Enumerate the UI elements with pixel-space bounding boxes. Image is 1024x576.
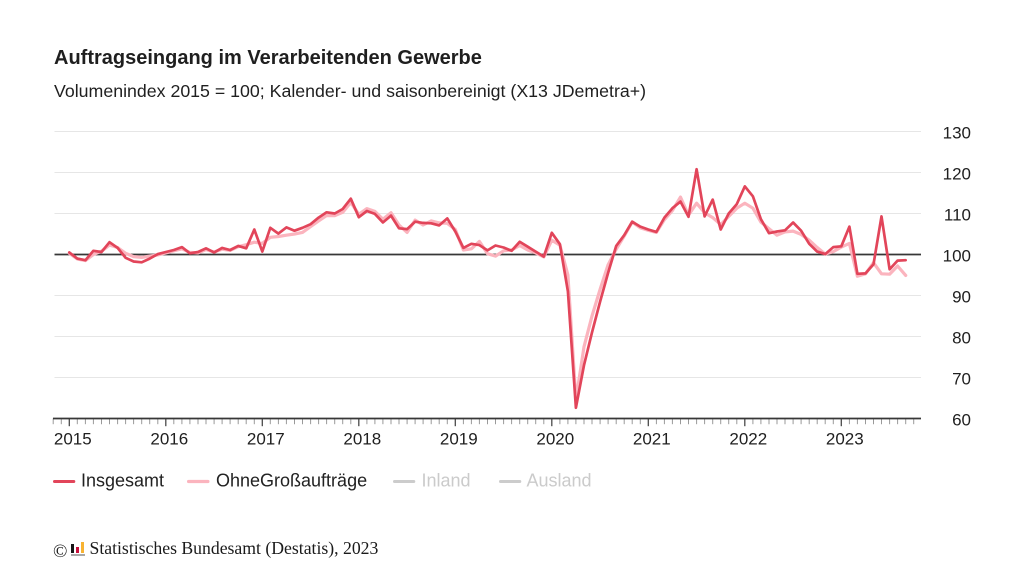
svg-text:2018: 2018: [343, 430, 381, 449]
svg-text:OhneGroßaufträge: OhneGroßaufträge: [216, 470, 367, 490]
svg-text:2022: 2022: [729, 430, 767, 449]
svg-text:2019: 2019: [440, 430, 478, 449]
svg-text:60: 60: [952, 411, 971, 430]
svg-text:90: 90: [952, 288, 971, 307]
svg-text:2015: 2015: [54, 430, 92, 449]
svg-text:2023: 2023: [826, 430, 864, 449]
svg-text:Ausland: Ausland: [527, 470, 592, 490]
svg-text:2016: 2016: [150, 430, 188, 449]
svg-text:120: 120: [943, 165, 971, 184]
svg-text:2017: 2017: [247, 430, 285, 449]
svg-text:Inland: Inland: [422, 470, 471, 490]
svg-text:110: 110: [944, 206, 971, 225]
svg-text:100: 100: [943, 247, 971, 266]
svg-text:80: 80: [952, 329, 971, 348]
svg-text:70: 70: [952, 370, 971, 389]
svg-text:2020: 2020: [536, 430, 574, 449]
svg-text:2021: 2021: [633, 430, 671, 449]
svg-text:130: 130: [943, 124, 971, 143]
svg-text:Insgesamt: Insgesamt: [81, 470, 164, 490]
